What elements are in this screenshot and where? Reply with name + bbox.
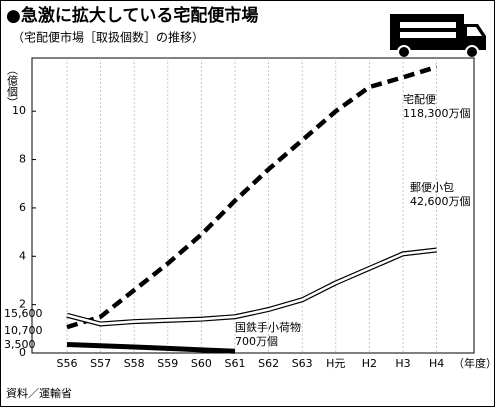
y-tick-label: 2 xyxy=(19,298,26,311)
y-tick-label: 8 xyxy=(19,153,26,166)
y-tick-label: 4 xyxy=(19,249,26,262)
value-label: 10,700 xyxy=(4,324,43,337)
y-tick-label: 0 xyxy=(19,346,26,359)
x-tick-label: S56 xyxy=(57,357,78,370)
value-label: 700万個 xyxy=(235,335,278,348)
value-label: 3,500 xyxy=(4,338,36,351)
source: 資料／運輸省 xyxy=(6,386,72,400)
x-tick-label: H3 xyxy=(395,357,410,370)
x-tick-label: H2 xyxy=(362,357,377,370)
x-tick-label: H4 xyxy=(429,357,444,370)
value-label: 15,600 xyxy=(4,307,43,320)
x-tick-label: H元 xyxy=(326,357,345,370)
x-tick-label: S59 xyxy=(157,357,178,370)
y-axis-label: （億個） xyxy=(6,64,19,108)
y-tick-label: 10 xyxy=(12,104,26,117)
value-label: 118,300万個 xyxy=(403,107,471,120)
series-label: 国鉄手小荷物 xyxy=(235,320,301,334)
x-tick-label: S60 xyxy=(191,357,212,370)
chart-title: ●急激に拡大している宅配便市場 xyxy=(6,5,258,26)
line xyxy=(66,342,236,354)
series-label: 郵便小包 xyxy=(410,181,454,194)
chart-subtitle: （宅配便市場［取扱個数］の推移） xyxy=(12,30,204,45)
line xyxy=(66,248,437,326)
x-axis-label: （年度） xyxy=(453,356,495,370)
x-tick-label: S62 xyxy=(258,357,279,370)
x-tick-label: S57 xyxy=(90,357,111,370)
x-tick-label: S63 xyxy=(292,357,313,370)
value-label: 42,600万個 xyxy=(410,195,471,208)
line xyxy=(66,64,438,330)
y-tick-label: 6 xyxy=(19,201,26,214)
series-label: 宅配便 xyxy=(403,92,436,106)
x-tick-label: S58 xyxy=(124,357,145,370)
x-tick-label: S61 xyxy=(225,357,246,370)
plot-frame xyxy=(31,57,475,354)
